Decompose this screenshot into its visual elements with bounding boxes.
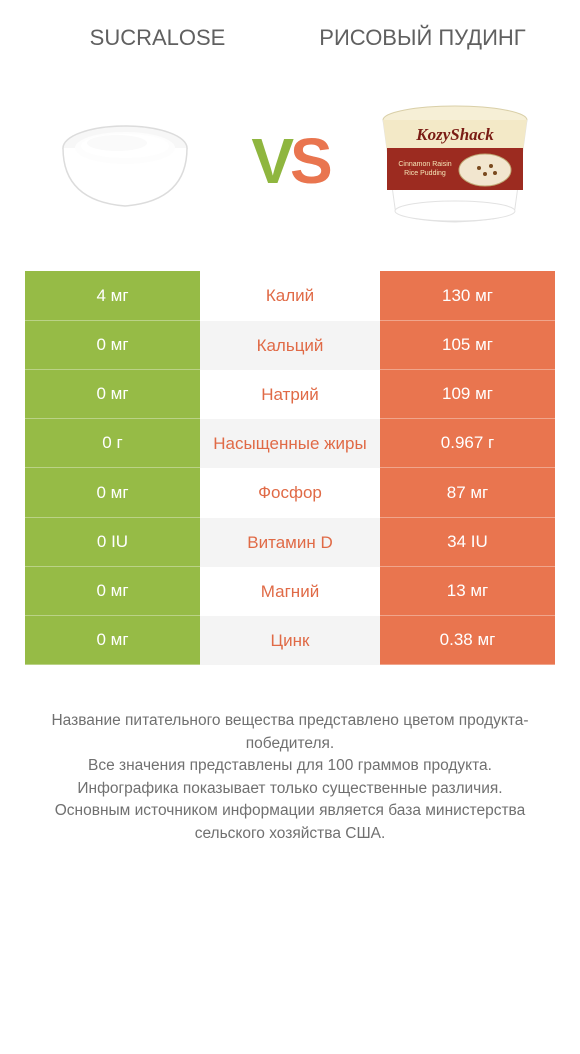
value-left: 0 г — [25, 419, 200, 468]
value-right: 105 мг — [380, 321, 555, 370]
table-row: 4 мгКалий130 мг — [25, 271, 555, 320]
svg-text:Rice Pudding: Rice Pudding — [404, 170, 446, 177]
table-row: 0 мгМагний13 мг — [25, 567, 555, 616]
header-left: SUCRALOSE — [25, 25, 290, 51]
product-image-right: KozyShack Cinnamon Raisin Rice Pudding — [370, 91, 540, 231]
vs-v: V — [251, 125, 290, 197]
images-row: VS KozyShack Cinnamon Raisin Rice Puddin… — [0, 61, 580, 271]
footer-notes: Название питательного вещества представл… — [0, 665, 580, 845]
title-left: SUCRALOSE — [25, 25, 290, 51]
footer-line-2: Все значения представлены для 100 граммо… — [28, 755, 552, 777]
bowl-icon — [50, 106, 200, 216]
nutrient-name: Кальций — [200, 321, 380, 370]
table-row: 0 IUВитамин D34 IU — [25, 518, 555, 567]
brand-text: KozyShack — [415, 125, 494, 144]
nutrient-name: Фосфор — [200, 468, 380, 517]
pudding-cup-icon: KozyShack Cinnamon Raisin Rice Pudding — [375, 96, 535, 226]
value-right: 34 IU — [380, 518, 555, 567]
table-row: 0 мгНатрий109 мг — [25, 370, 555, 419]
comparison-table: 4 мгКалий130 мг0 мгКальций105 мг0 мгНатр… — [25, 271, 555, 665]
product-image-left — [40, 91, 210, 231]
value-left: 0 мг — [25, 370, 200, 419]
value-left: 0 IU — [25, 518, 200, 567]
nutrient-name: Цинк — [200, 616, 380, 665]
header-right: РИСОВЫЙ ПУДИНГ — [290, 25, 555, 51]
table-row: 0 мгКальций105 мг — [25, 321, 555, 370]
table-row: 0 мгФосфор87 мг — [25, 468, 555, 517]
footer-line-4: Основным источником информации является … — [28, 800, 552, 845]
vs-label: VS — [251, 124, 328, 198]
nutrient-name: Калий — [200, 271, 380, 320]
nutrient-name: Магний — [200, 567, 380, 616]
value-right: 87 мг — [380, 468, 555, 517]
nutrient-name: Натрий — [200, 370, 380, 419]
header: SUCRALOSE РИСОВЫЙ ПУДИНГ — [0, 0, 580, 61]
value-right: 109 мг — [380, 370, 555, 419]
value-left: 0 мг — [25, 616, 200, 665]
value-right: 130 мг — [380, 271, 555, 320]
table-row: 0 мгЦинк0.38 мг — [25, 616, 555, 665]
value-right: 0.967 г — [380, 419, 555, 468]
value-left: 4 мг — [25, 271, 200, 320]
nutrient-name: Витамин D — [200, 518, 380, 567]
vs-s: S — [290, 125, 329, 197]
value-left: 0 мг — [25, 468, 200, 517]
footer-line-3: Инфографика показывает только существенн… — [28, 778, 552, 800]
value-left: 0 мг — [25, 321, 200, 370]
value-left: 0 мг — [25, 567, 200, 616]
nutrient-name: Насыщенные жиры — [200, 419, 380, 468]
subline-text: Cinnamon Raisin — [398, 161, 451, 168]
title-right: РИСОВЫЙ ПУДИНГ — [290, 25, 555, 51]
footer-line-1: Название питательного вещества представл… — [28, 710, 552, 755]
table-row: 0 гНасыщенные жиры0.967 г — [25, 419, 555, 468]
value-right: 13 мг — [380, 567, 555, 616]
value-right: 0.38 мг — [380, 616, 555, 665]
